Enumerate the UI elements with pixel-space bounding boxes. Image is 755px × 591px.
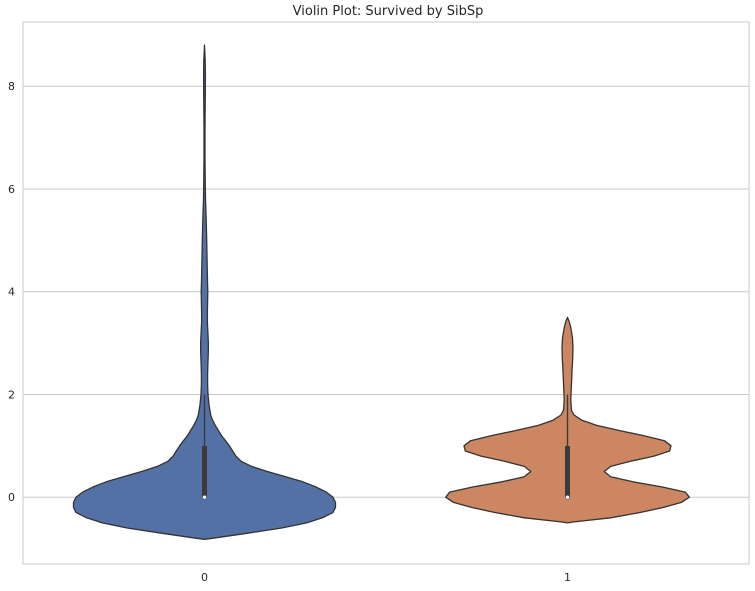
y-tick-label-4: 4 xyxy=(8,286,15,299)
tick-labels: 0 2 4 6 8 0 1 xyxy=(8,80,571,584)
y-tick-label-6: 6 xyxy=(8,183,15,196)
iqr-box-1 xyxy=(565,445,570,498)
iqr-box-0 xyxy=(202,445,207,498)
violin-0 xyxy=(72,44,337,540)
median-dot-0 xyxy=(202,494,207,500)
y-tick-label-0: 0 xyxy=(8,491,15,504)
y-tick-label-2: 2 xyxy=(8,388,15,401)
inner-boxes xyxy=(202,394,570,500)
median-dot-1 xyxy=(565,494,570,500)
x-tick-label-1: 1 xyxy=(564,571,571,584)
x-tick-label-0: 0 xyxy=(201,571,208,584)
y-tick-label-8: 8 xyxy=(8,80,15,93)
plot-frame xyxy=(22,21,750,565)
chart-title: Violin Plot: Survived by SibSp xyxy=(293,4,484,19)
